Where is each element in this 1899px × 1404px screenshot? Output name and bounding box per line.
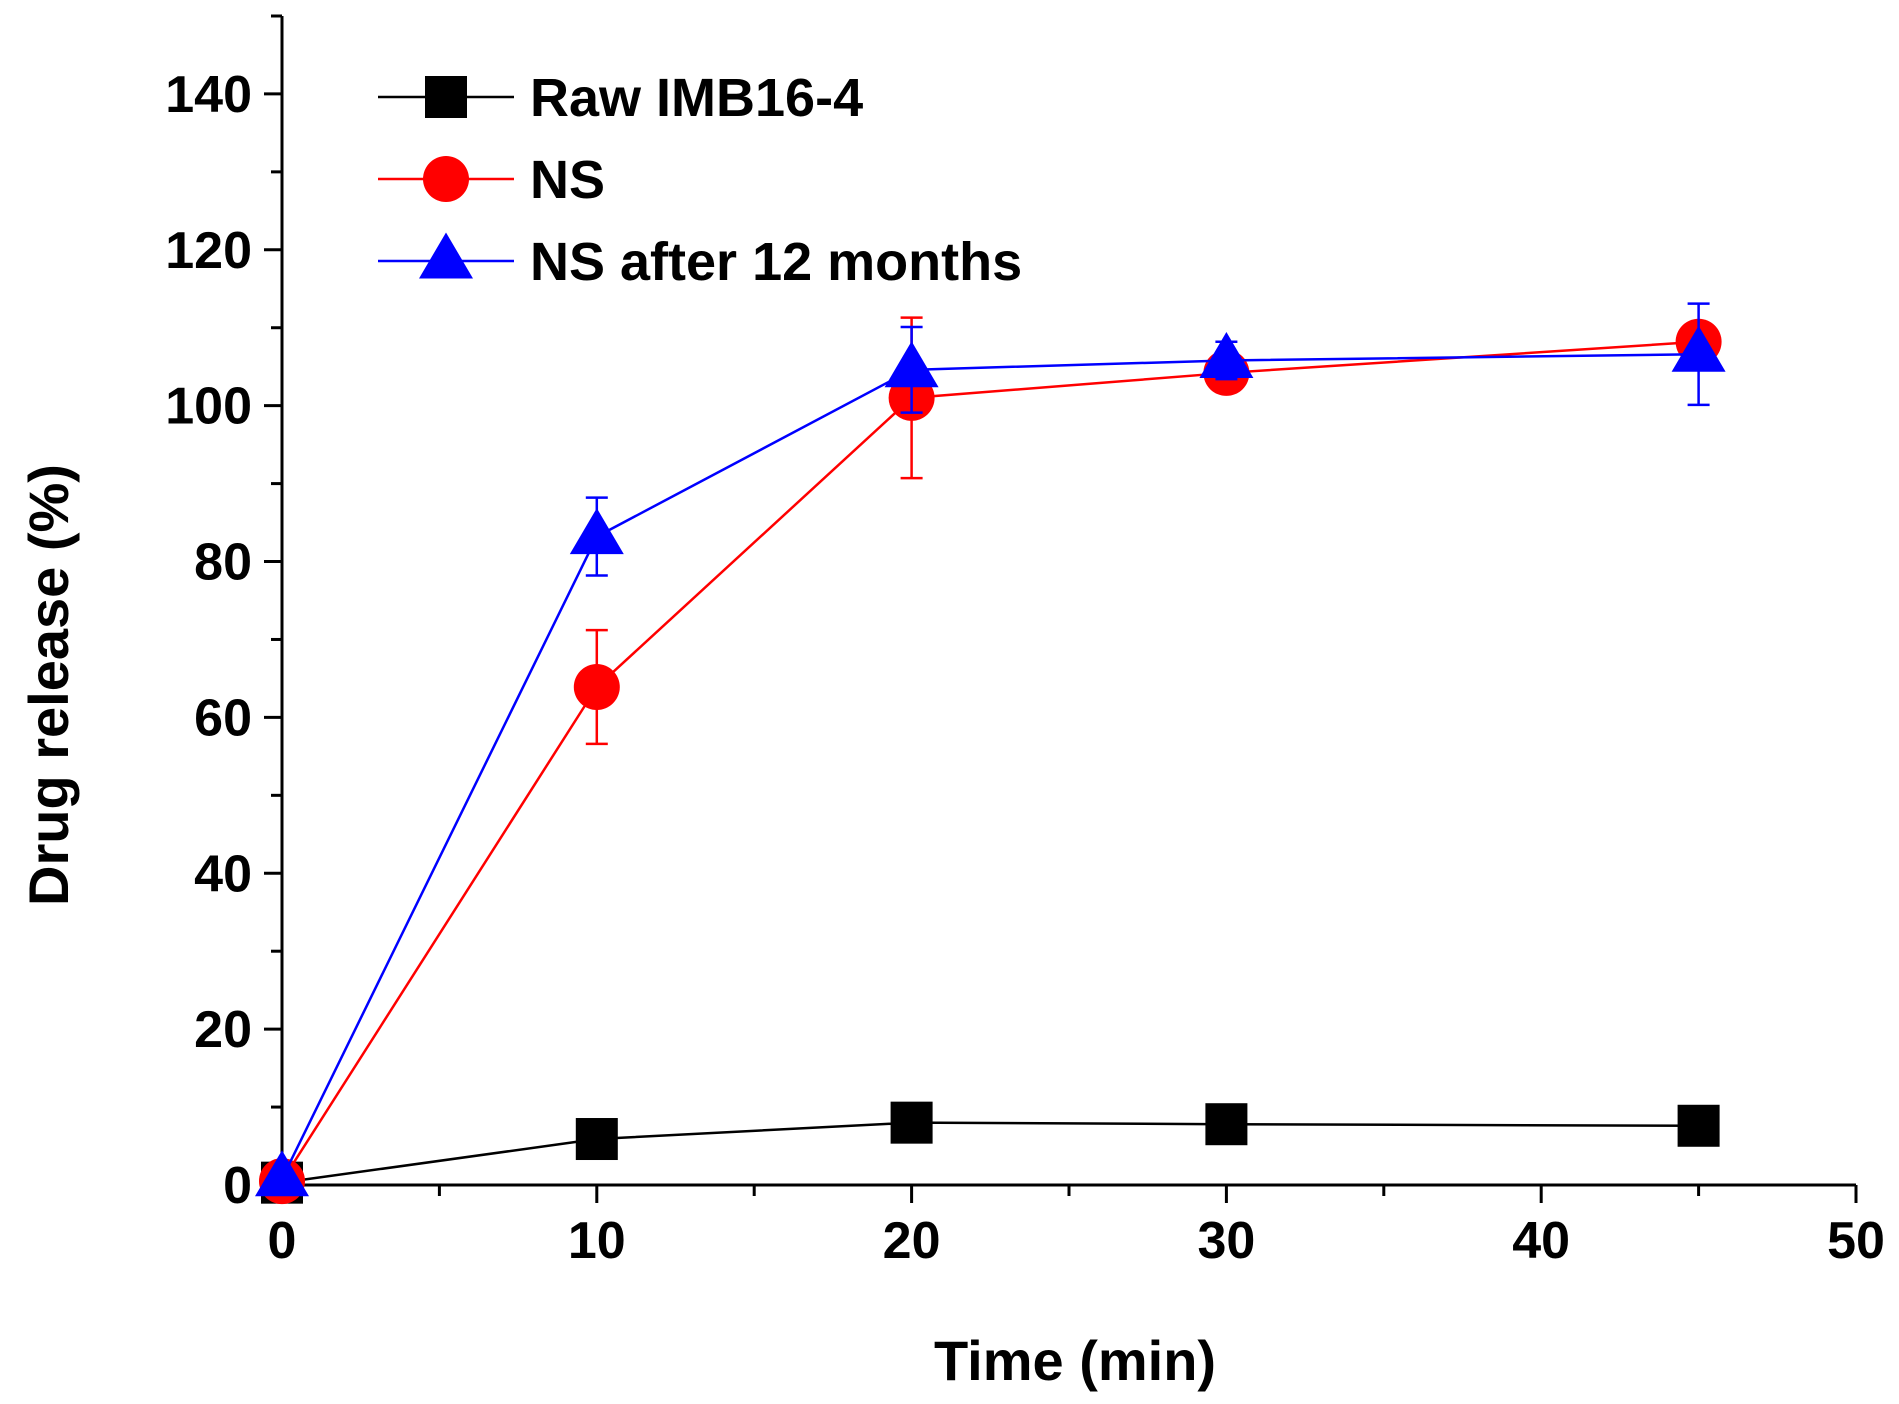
legend-entry: Raw IMB16-4	[378, 68, 863, 128]
x-tick-label: 30	[1197, 1212, 1255, 1270]
x-tick-label: 50	[1827, 1212, 1885, 1270]
data-point	[255, 1150, 309, 1197]
legend-label: Raw IMB16-4	[530, 68, 863, 128]
data-point	[1199, 331, 1254, 378]
data-point	[1205, 1103, 1248, 1146]
series-line	[281, 1121, 1699, 1184]
y-tick-label: 40	[194, 845, 252, 903]
y-tick-label: 80	[194, 534, 252, 592]
y-tick-label: 140	[165, 66, 252, 124]
data-point	[573, 664, 620, 711]
legend-marker	[419, 232, 473, 279]
legend-marker	[425, 76, 467, 118]
series-0	[261, 1101, 1720, 1204]
x-tick-label: 10	[568, 1212, 626, 1270]
series-1	[259, 316, 1722, 1205]
series-line	[280, 352, 1699, 1180]
data-point	[1671, 325, 1726, 372]
y-tick-label: 0	[223, 1157, 252, 1215]
data-point	[884, 341, 939, 388]
data-point	[575, 1118, 618, 1161]
legend-label: NS	[530, 150, 605, 210]
legend: Raw IMB16-4 NS NS after 12 months	[378, 68, 1022, 292]
data-point	[890, 1101, 933, 1144]
y-tick-label: 120	[165, 222, 252, 280]
legend-entry: NS	[378, 150, 605, 210]
series-2	[255, 302, 1726, 1197]
series-line	[280, 340, 1699, 1182]
y-axis-label: Drug release (%)	[17, 464, 80, 906]
legend-label: NS after 12 months	[530, 232, 1022, 292]
y-tick-label: 20	[194, 1001, 252, 1059]
y-tick-label: 100	[165, 378, 252, 436]
y-tick-label: 60	[194, 689, 252, 747]
x-tick-label: 0	[268, 1212, 297, 1270]
legend-marker	[423, 156, 469, 202]
axes: 0 10 20 30 40 50 0 20 40 60 80 100 120 140	[165, 14, 1885, 1270]
data-point	[569, 508, 624, 555]
legend-entry: NS after 12 months	[378, 232, 1022, 292]
data-point	[1677, 1104, 1720, 1147]
x-tick-label: 40	[1512, 1212, 1570, 1270]
series-layer	[255, 302, 1726, 1205]
x-tick-label: 20	[883, 1212, 941, 1270]
x-axis-label: Time (min)	[934, 1329, 1216, 1392]
